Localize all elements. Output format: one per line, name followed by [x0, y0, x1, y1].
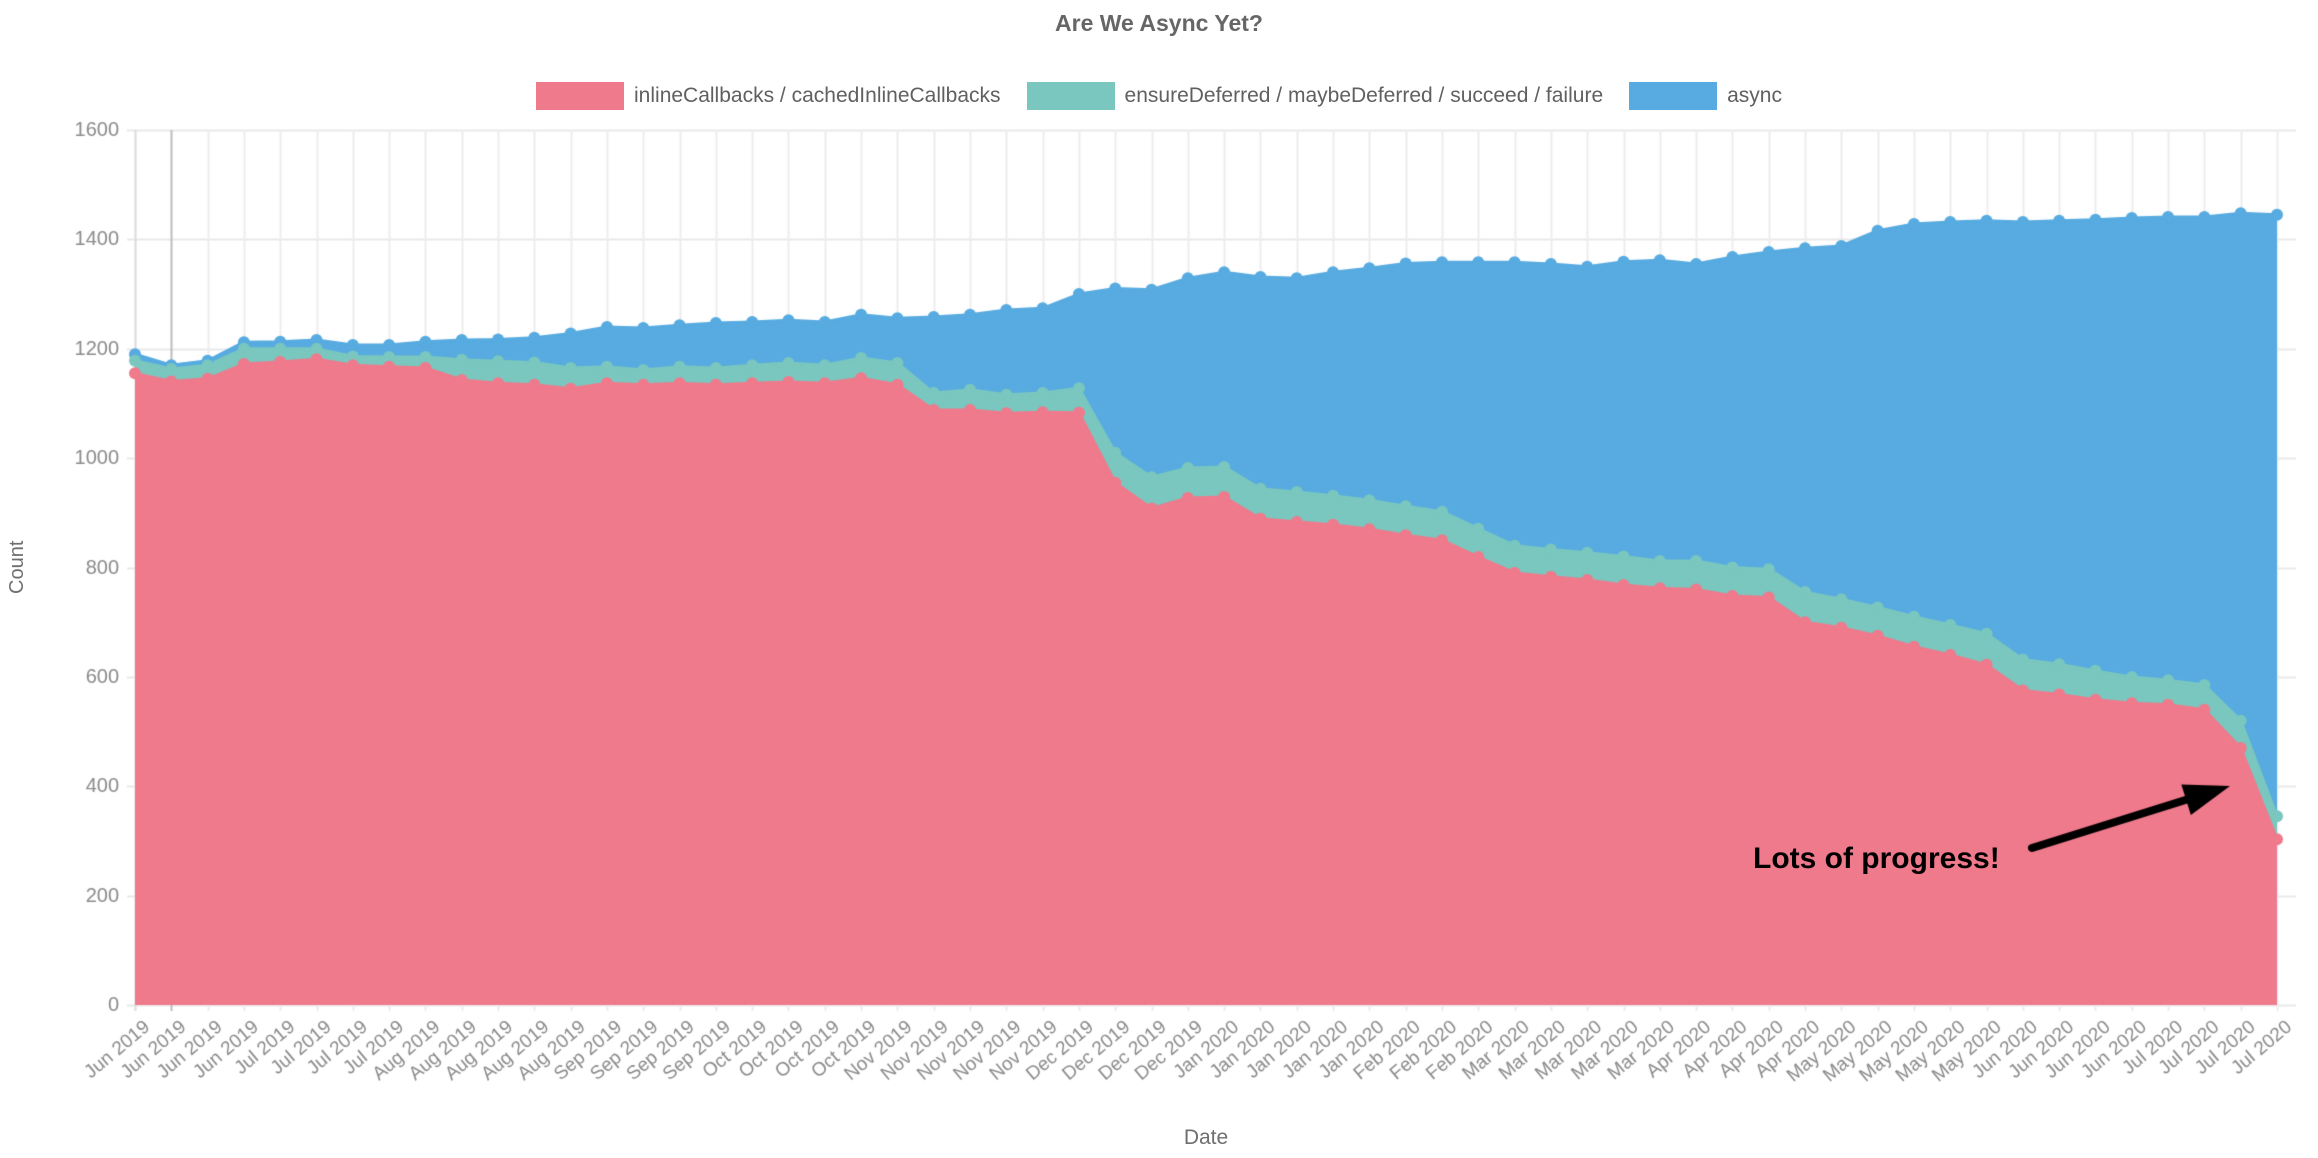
legend-label: async: [1727, 84, 1782, 107]
legend-swatch-pink-icon: [536, 82, 625, 110]
legend-label: inlineCallbacks / cachedInlineCallbacks: [634, 84, 1001, 107]
chart-legend: inlineCallbacks / cachedInlineCallbacks …: [0, 82, 2318, 110]
legend-label: ensureDeferred / maybeDeferred / succeed…: [1124, 84, 1604, 107]
legend-item-ensuredeferred[interactable]: ensureDeferred / maybeDeferred / succeed…: [1026, 82, 1604, 110]
legend-item-async[interactable]: async: [1629, 82, 1782, 110]
legend-swatch-teal-icon: [1026, 82, 1115, 110]
chart-title: Are We Async Yet?: [1055, 10, 1263, 36]
annotation-text: Lots of progress!: [1753, 842, 2000, 875]
legend-swatch-blue-icon: [1629, 82, 1718, 110]
legend-item-inlinecallbacks[interactable]: inlineCallbacks / cachedInlineCallbacks: [536, 82, 1001, 110]
x-axis-title: Date: [1183, 1126, 1229, 1149]
y-axis-title: Count: [6, 540, 28, 595]
